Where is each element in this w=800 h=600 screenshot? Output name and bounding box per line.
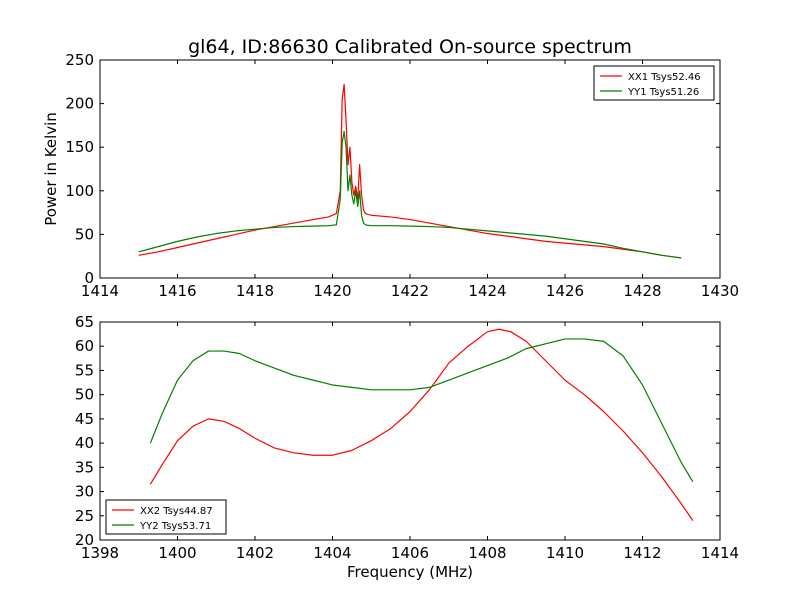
y-tick-label: 35 (75, 458, 94, 476)
x-tick-label: 1402 (236, 544, 274, 562)
y-tick-label: 20 (75, 531, 94, 549)
y-tick-label: 50 (75, 386, 94, 404)
x-tick-label: 1398 (81, 544, 119, 562)
y-tick-label: 250 (65, 51, 94, 69)
x-tick-label: 1400 (158, 544, 196, 562)
x-tick-label: 1428 (623, 282, 661, 300)
x-tick-label: 1408 (468, 544, 506, 562)
y-tick-label: 50 (75, 225, 94, 243)
x-tick-label: 1404 (313, 544, 351, 562)
series-line-1 (149, 328, 694, 521)
x-tick-label: 1412 (623, 544, 661, 562)
y-tick-label: 55 (75, 361, 94, 379)
y-tick-label: 60 (75, 337, 94, 355)
y-tick-label: 0 (84, 269, 94, 287)
x-tick-label: 1426 (546, 282, 584, 300)
legend-label: YY1 Tsys51.26 (627, 87, 699, 98)
chart-panel-1: 1414 1416 1418 1420 1422 1424 1426 1428 1430 0 50 1… (42, 51, 739, 300)
legend: XX1 Tsys52.46 YY1 Tsys51.26 (593, 65, 715, 101)
x-tick-label: 1414 (701, 544, 739, 562)
y-tick-label: 25 (75, 507, 94, 525)
y-tick-label: 65 (75, 313, 94, 331)
y-tick-label: 100 (65, 182, 94, 200)
x-tick-label: 1416 (158, 282, 196, 300)
x-tick-label: 1424 (468, 282, 506, 300)
y-tick-label: 200 (65, 95, 94, 113)
y-axis-label: Power in Kelvin (42, 112, 60, 226)
chart-panel-2: 1398 1400 1402 1404 1406 1408 1410 1412 1414 20 25… (75, 313, 739, 581)
x-tick-label: 1422 (391, 282, 429, 300)
x-tick-label: 1420 (313, 282, 351, 300)
series-line-2 (149, 338, 694, 483)
legend: XX2 Tsys44.87 YY2 Tsys53.71 (105, 499, 227, 535)
x-tick-label: 1430 (701, 282, 739, 300)
legend-label: YY2 Tsys53.71 (139, 521, 211, 532)
x-tick-label: 1418 (236, 282, 274, 300)
x-axis-label: Frequency (MHz) (347, 563, 473, 581)
y-tick-label: 45 (75, 410, 94, 428)
x-tick-label: 1410 (546, 544, 584, 562)
series-line-1 (138, 83, 682, 259)
y-tick-label: 150 (65, 138, 94, 156)
x-tick-label: 1414 (81, 282, 119, 300)
y-tick-label: 30 (75, 483, 94, 501)
panels: 1414 1416 1418 1420 1422 1424 1426 1428 14300501… (42, 51, 739, 581)
figure-title: gl64, ID:86630 Calibrated On-source spec… (188, 36, 632, 58)
y-tick-label: 40 (75, 434, 94, 452)
legend-label: XX2 Tsys44.87 (140, 506, 213, 517)
series-line-2 (138, 130, 682, 259)
x-tick-label: 1406 (391, 544, 429, 562)
legend-label: XX1 Tsys52.46 (628, 72, 701, 83)
legend-box (105, 499, 227, 535)
legend-box (593, 65, 715, 101)
